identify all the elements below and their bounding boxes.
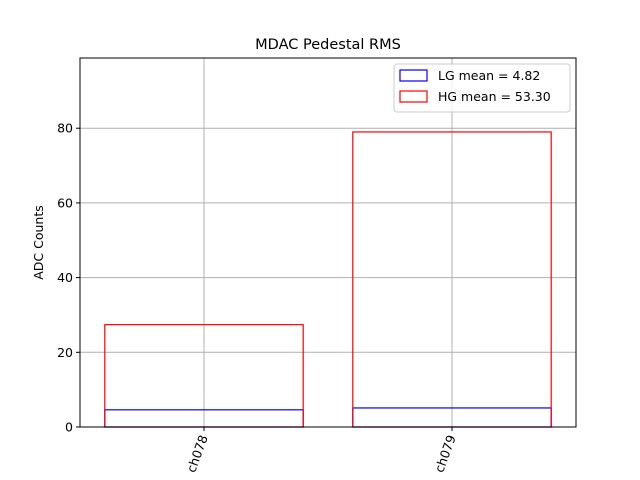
legend-label: HG mean = 53.30 [438,89,551,104]
y-tick-label: 60 [57,195,73,210]
legend-swatch [399,90,428,103]
axis-ticks: ch078 ch079 0 20 40 60 80 [57,121,459,475]
plot-frame [79,57,577,428]
x-tick-label: ch078 [184,433,211,474]
y-tick-label: 80 [57,121,73,136]
chart-title: MDAC Pedestal RMS [255,37,401,53]
legend-swatch [399,69,428,82]
y-axis-label: ADC Counts [31,205,46,280]
y-tick-label: 20 [57,345,73,360]
y-tick-label: 40 [57,270,73,285]
legend: LG mean = 4.82 HG mean = 53.30 [393,63,571,113]
y-tick-label: 0 [65,420,73,435]
x-tick-label: ch079 [432,433,459,474]
legend-box [393,63,571,113]
grid-lines [80,58,576,427]
legend-label: LG mean = 4.82 [438,68,540,83]
bars [104,131,552,428]
